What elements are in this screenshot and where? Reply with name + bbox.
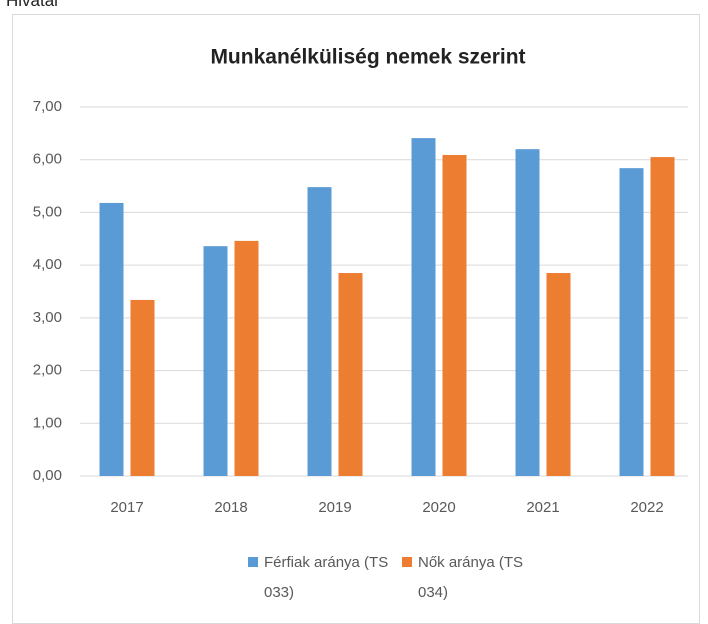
bar [515, 149, 540, 476]
y-tick-label: 6,00 [33, 151, 62, 168]
bar [619, 168, 644, 477]
bar [234, 240, 259, 476]
y-tick-label: 3,00 [33, 309, 62, 326]
y-tick-label: 2,00 [33, 362, 62, 379]
x-tick-label: 2021 [526, 499, 559, 516]
x-tick-label: 2018 [214, 499, 247, 516]
bar [546, 273, 571, 476]
legend-label: Férfiak aránya (TS 033) [264, 554, 389, 601]
y-tick-label: 1,00 [33, 414, 62, 431]
bar [130, 299, 155, 476]
bar [411, 138, 436, 476]
y-tick-label: 4,00 [33, 256, 62, 273]
bar [203, 246, 228, 476]
x-tick-label: 2020 [422, 499, 455, 516]
y-tick-label: 0,00 [33, 467, 62, 484]
legend-entry: Nők aránya (TS 034) [402, 548, 548, 608]
legend-entry: Férfiak aránya (TS 033) [248, 548, 394, 608]
x-tick-label: 2022 [630, 499, 663, 516]
x-tick-label: 2019 [318, 499, 351, 516]
page-header: Hivatal [6, 0, 58, 10]
chart-title: Munkanélküliség nemek szerint [210, 46, 525, 69]
legend-swatch [402, 557, 412, 567]
x-tick-label: 2017 [110, 499, 143, 516]
bar [442, 154, 467, 476]
y-tick-label: 5,00 [33, 203, 62, 220]
y-tick-label: 7,00 [33, 98, 62, 115]
bar [650, 157, 675, 477]
bar [307, 187, 332, 476]
legend-label: Nők aránya (TS 034) [418, 554, 524, 601]
legend-swatch [248, 557, 258, 567]
bar [338, 273, 363, 476]
bar [99, 202, 124, 476]
